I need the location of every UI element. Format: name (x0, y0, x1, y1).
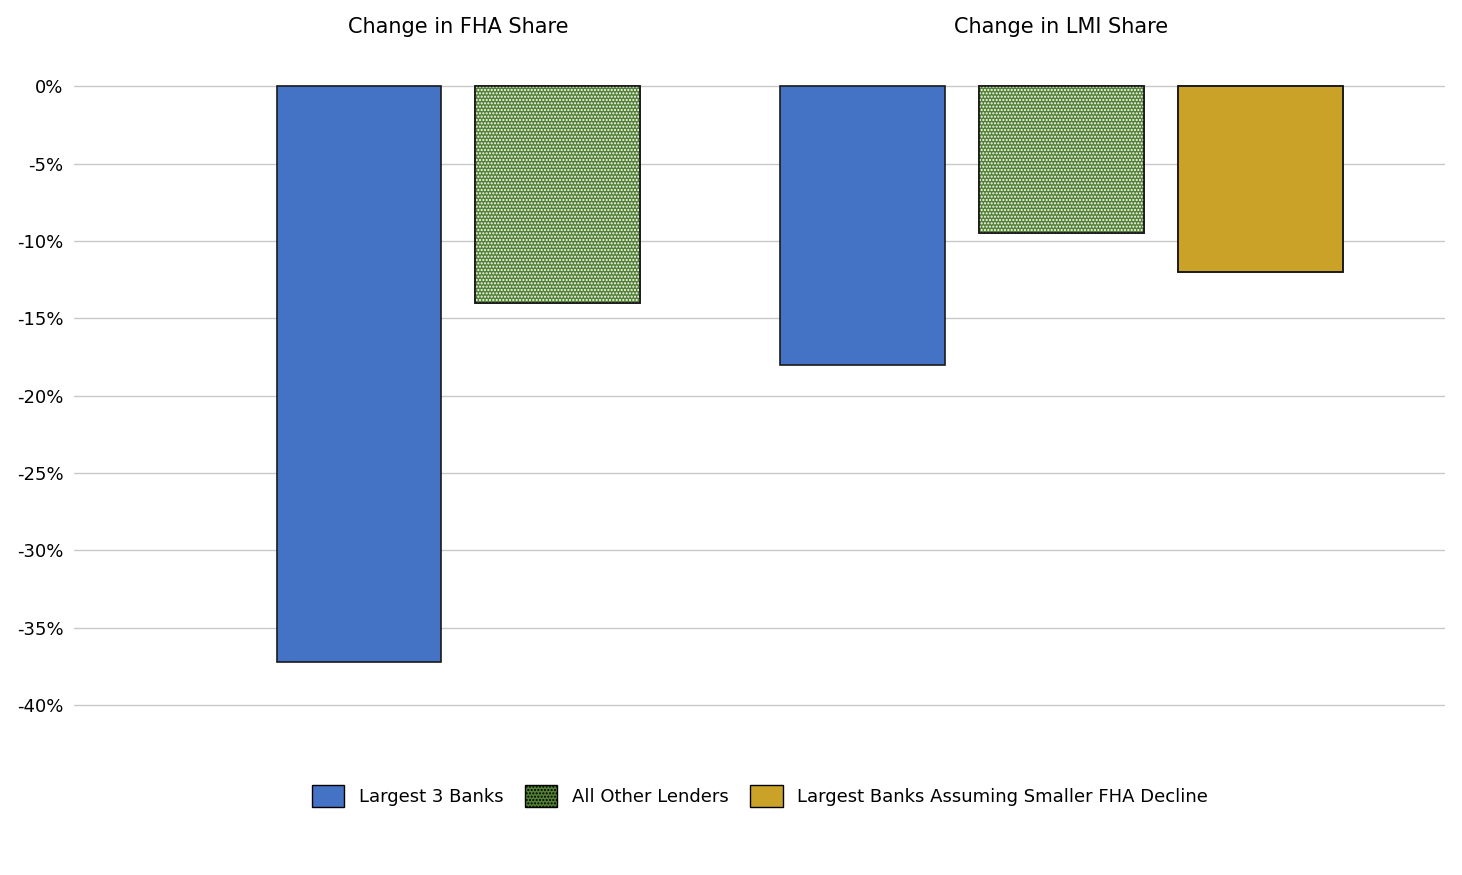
Text: Change in LMI Share: Change in LMI Share (955, 17, 1168, 37)
Bar (276, 87, 442, 662)
Bar (980, 87, 1143, 234)
Bar (475, 87, 640, 303)
Bar (980, 87, 1143, 234)
Bar (475, 87, 640, 303)
Bar (1178, 87, 1342, 272)
Text: Change in FHA Share: Change in FHA Share (348, 17, 569, 37)
Bar (1178, 87, 1342, 272)
Legend: Largest 3 Banks, All Other Lenders, Largest Banks Assuming Smaller FHA Decline: Largest 3 Banks, All Other Lenders, Larg… (303, 776, 1216, 816)
Bar (781, 87, 944, 365)
Bar (980, 87, 1143, 234)
Bar (475, 87, 640, 303)
Bar (1178, 87, 1342, 272)
